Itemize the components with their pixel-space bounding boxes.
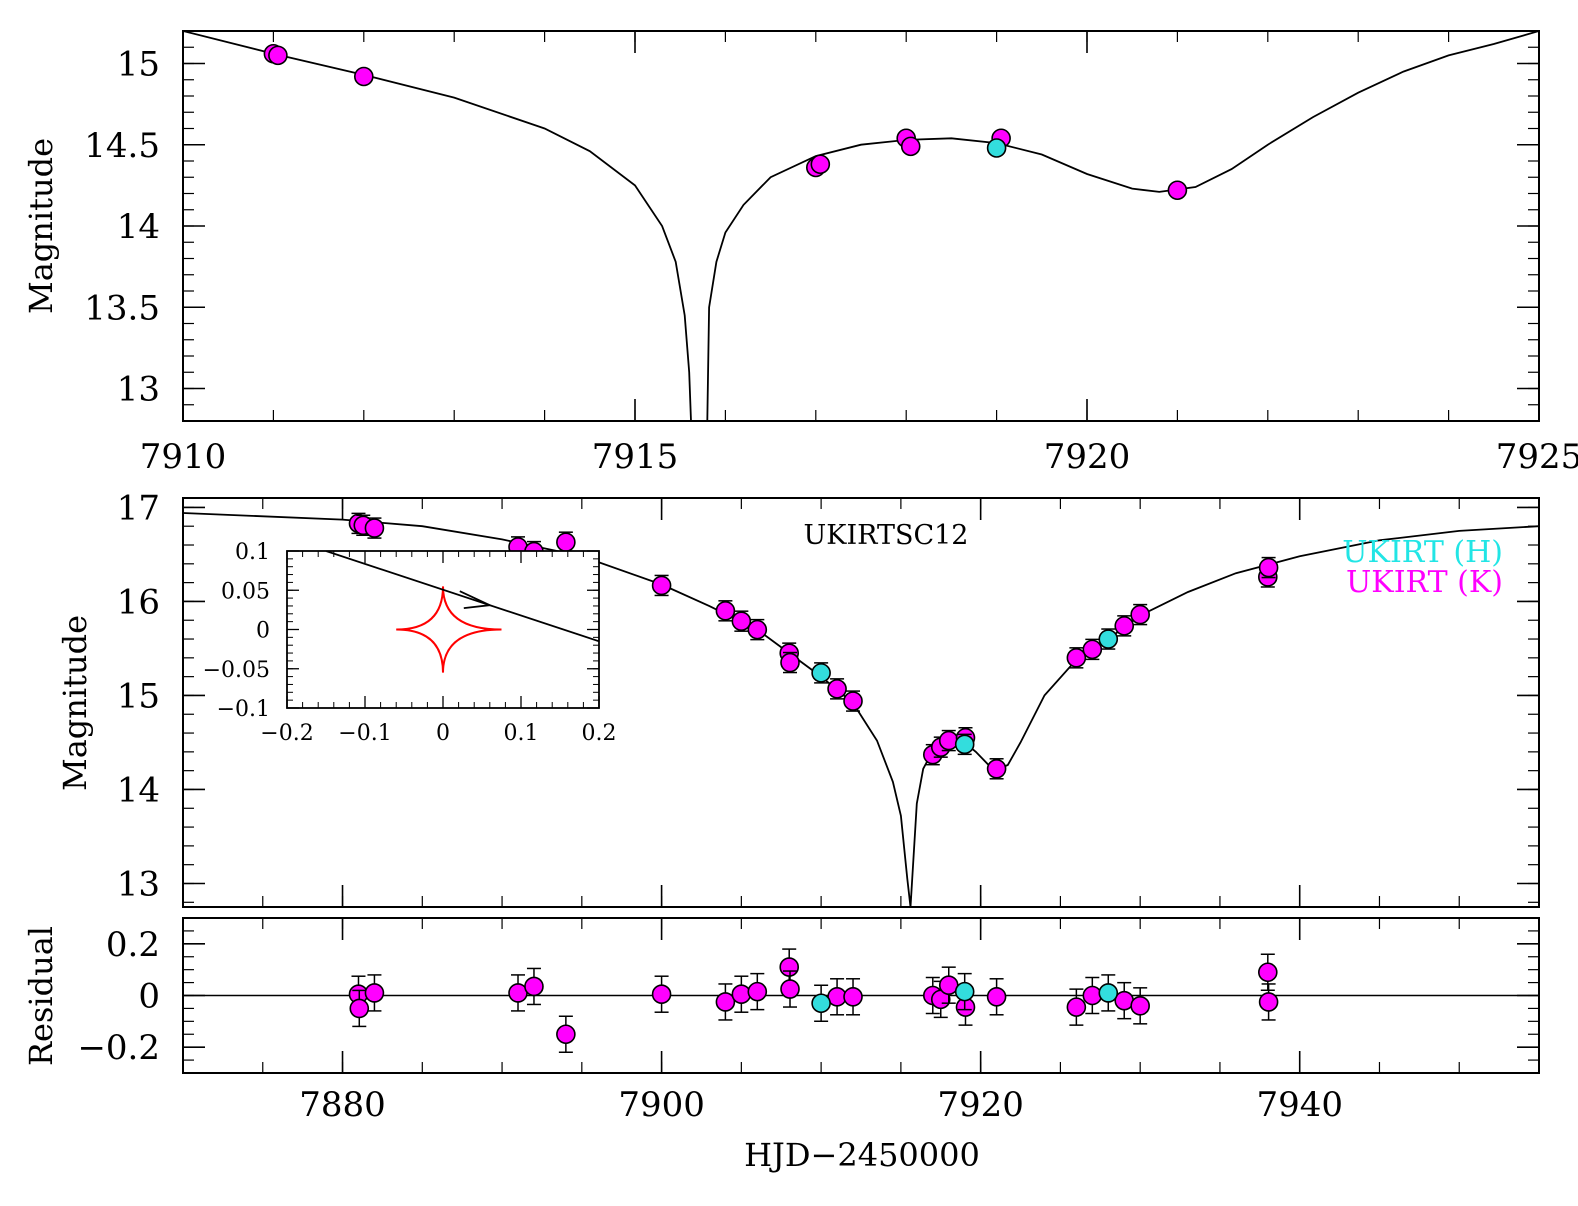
- residual-panel: 7880 7900 7920 7940 0.2 0 −0.2: [77, 917, 1540, 1125]
- middle-panel: 13 14 15 16 17: [117, 488, 1540, 908]
- middle-y-tick-label: 17: [117, 488, 160, 528]
- residual-data-point-k: [715, 992, 736, 1012]
- inset-caustic: [396, 586, 502, 673]
- residual-data-point-k: [1130, 996, 1150, 1016]
- middle-data-point-k: [715, 601, 736, 621]
- inset-y-tick-label: −0.1: [217, 697, 270, 722]
- top-model-curve: [183, 31, 1539, 421]
- middle-data-point-k: [1130, 604, 1150, 625]
- top-x-tick-label: 7925: [1496, 437, 1578, 477]
- residual-data-point-h: [1098, 983, 1119, 1003]
- middle-data-point-k: [827, 679, 847, 699]
- middle-data-point-k: [747, 619, 768, 640]
- middle-y-axis-label: Magnitude: [56, 615, 94, 791]
- top-x-tick-label: 7910: [140, 437, 227, 477]
- residual-data-point-h: [954, 981, 975, 1002]
- middle-data-point-k: [843, 691, 863, 711]
- middle-y-tick-label: 14: [117, 770, 160, 810]
- top-x-tick-label: 7920: [1044, 437, 1131, 477]
- top-data-point-h: [986, 138, 1007, 158]
- residual-data-point-k: [1258, 962, 1278, 983]
- top-panel: 7910 7915 7920 7925 13 13.5 14 14.5 15: [84, 30, 1578, 477]
- top-y-tick-label: 15: [117, 45, 160, 85]
- residual-data-point-k: [780, 979, 800, 999]
- residual-data-point-k: [349, 998, 370, 1019]
- middle-data-point-k: [1114, 616, 1135, 636]
- residual-data-point-k: [986, 986, 1007, 1007]
- residual-data-point-k: [651, 984, 672, 1005]
- residual-x-tick-label: 7920: [937, 1085, 1024, 1125]
- inset-frame: [286, 550, 600, 709]
- top-plot-frame: [182, 30, 1540, 422]
- inset-x-tick-label: −0.1: [338, 721, 391, 746]
- residual-data-point-k: [731, 984, 752, 1005]
- middle-data-point-h: [811, 663, 831, 683]
- top-y-tick-label: 13: [117, 370, 160, 410]
- inset-y-tick-label: −0.05: [203, 658, 270, 683]
- top-x-tick-label: 7915: [592, 437, 679, 477]
- middle-data-point-k: [364, 518, 385, 538]
- residual-x-tick-label: 7900: [618, 1085, 705, 1125]
- middle-data-point-k: [1066, 648, 1087, 668]
- top-data-point-k: [1167, 180, 1188, 201]
- middle-data-point-k: [1082, 639, 1103, 660]
- middle-plot-frame: [182, 497, 1540, 908]
- top-y-tick-label: 14: [117, 207, 160, 247]
- inset-y-tick-label: 0.05: [221, 579, 270, 604]
- inset-y-tick-label: 0: [256, 619, 270, 644]
- legend-entry-k: UKIRT (K): [1346, 565, 1503, 600]
- residual-data-point-k: [524, 976, 544, 997]
- middle-data-point-h: [1098, 629, 1119, 649]
- residual-data-point-k: [556, 1024, 576, 1045]
- residual-data-point-k: [1082, 985, 1103, 1006]
- residual-y-tick-label: 0.2: [106, 925, 160, 965]
- middle-data-point-k: [986, 758, 1007, 779]
- residual-data-point-k: [1066, 997, 1087, 1017]
- residual-data-point-k: [364, 983, 385, 1003]
- residual-data-point-k: [1258, 992, 1279, 1012]
- inset-trajectory: [325, 551, 599, 643]
- top-y-axis-label: Magnitude: [22, 138, 60, 314]
- inset-trajectory-arrow: [459, 590, 494, 610]
- middle-data-point-h: [954, 734, 975, 755]
- middle-y-tick-label: 15: [117, 676, 160, 716]
- middle-data-point-k: [780, 652, 800, 673]
- residual-y-tick-label: −0.2: [77, 1028, 160, 1068]
- middle-data-point-k: [938, 730, 959, 751]
- residual-x-tick-label: 7880: [299, 1085, 386, 1125]
- residual-data-point-h: [811, 993, 831, 1014]
- top-y-tick-label: 13.5: [84, 288, 160, 328]
- inset-panel: −0.2 −0.1 0 0.1 0.20.10.050−0.05−0.1: [203, 540, 617, 746]
- residual-data-point-k: [843, 986, 863, 1007]
- residual-data-point-k: [779, 957, 800, 977]
- inset-x-tick-label: 0: [436, 721, 450, 746]
- inset-y-tick-label: 0.1: [235, 540, 270, 565]
- legend-entry-h: UKIRT (H): [1342, 535, 1503, 570]
- middle-data-point-k: [1258, 557, 1279, 578]
- middle-data-point-k: [651, 575, 672, 596]
- middle-y-tick-label: 16: [117, 582, 160, 622]
- residual-y-axis-label: Residual: [22, 926, 60, 1066]
- middle-y-tick-label: 13: [117, 864, 160, 904]
- top-data-point-k: [810, 154, 831, 175]
- middle-data-point-k: [556, 532, 576, 552]
- top-data-point-k: [900, 136, 921, 157]
- x-axis-label: HJD−2450000: [744, 1136, 980, 1174]
- residual-y-tick-label: 0: [138, 977, 160, 1017]
- middle-data-point-k: [731, 611, 752, 631]
- residual-x-tick-label: 7940: [1256, 1085, 1343, 1125]
- residual-data-point-k: [747, 981, 768, 1002]
- inset-x-tick-label: −0.2: [260, 721, 313, 746]
- top-y-tick-label: 14.5: [84, 126, 160, 166]
- chart-title: UKIRTSC12: [804, 520, 969, 551]
- inset-x-tick-label: 0.2: [582, 721, 617, 746]
- inset-x-tick-label: 0.1: [504, 721, 539, 746]
- top-data-point-k: [353, 66, 374, 87]
- top-data-point-k: [268, 45, 288, 66]
